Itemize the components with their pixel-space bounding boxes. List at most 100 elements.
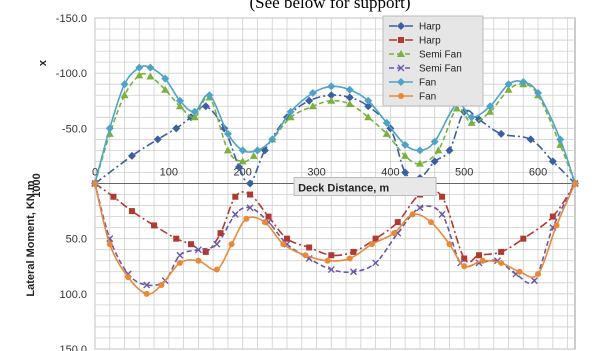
data-point	[346, 255, 353, 262]
x-axis-title-box	[293, 177, 437, 196]
data-point	[217, 230, 224, 237]
data-point	[161, 74, 170, 83]
y-tick-label: -100.0	[56, 68, 87, 80]
data-point	[324, 257, 331, 264]
data-point	[238, 157, 247, 165]
data-point	[553, 222, 560, 229]
legend-item: Fan	[389, 92, 436, 103]
data-point	[105, 124, 114, 133]
data-point	[143, 290, 150, 297]
data-point	[308, 102, 317, 110]
data-point	[231, 210, 239, 218]
data-point	[549, 213, 556, 220]
data-point	[434, 146, 443, 154]
y-axis-title-top: x	[37, 59, 49, 66]
data-point	[530, 277, 538, 285]
data-point	[232, 193, 239, 200]
legend-item: Semi Fan	[389, 50, 462, 61]
data-point	[110, 193, 117, 200]
legend-label: Harp	[419, 36, 441, 47]
data-point	[572, 180, 578, 187]
data-point	[246, 204, 254, 212]
data-point	[195, 257, 202, 264]
legend-box	[382, 15, 484, 107]
data-point	[526, 135, 535, 144]
data-point	[308, 89, 317, 98]
data-point	[345, 85, 354, 94]
data-point	[372, 235, 379, 242]
data-point	[128, 208, 135, 215]
data-point	[401, 140, 410, 149]
y-tick-label: -150.0	[56, 13, 87, 25]
data-point	[461, 263, 468, 270]
legend-item: Harp	[389, 22, 441, 33]
y-axis-scale-label: 1000	[31, 173, 43, 197]
data-point	[153, 135, 162, 144]
data-point	[497, 129, 506, 138]
data-point	[401, 151, 410, 159]
data-point	[265, 213, 272, 220]
legend: Harp Harp Semi Fan Semi Fan Fan Fan	[382, 15, 484, 107]
legend-label: Fan	[419, 78, 436, 89]
data-point	[398, 37, 404, 43]
data-point	[397, 64, 405, 72]
x-tick-label: 300	[307, 167, 325, 179]
data-point	[175, 102, 184, 110]
data-point	[394, 219, 401, 226]
data-point	[280, 241, 287, 248]
data-point	[520, 235, 527, 242]
data-point	[345, 93, 354, 102]
data-point	[391, 230, 398, 237]
data-point	[430, 137, 439, 146]
data-point	[190, 107, 199, 116]
data-point	[327, 82, 336, 91]
data-point	[302, 252, 309, 259]
data-point	[305, 96, 314, 105]
y-tick-label: 150.0	[59, 344, 87, 351]
data-point	[188, 241, 194, 248]
data-point	[350, 248, 357, 255]
data-point	[556, 135, 565, 144]
data-point	[368, 241, 375, 248]
data-point	[268, 135, 277, 144]
data-point	[467, 118, 476, 126]
data-point	[401, 168, 410, 177]
data-point	[475, 115, 483, 124]
data-point	[327, 96, 336, 104]
data-point	[445, 146, 454, 155]
y-tick-label: 100.0	[59, 289, 87, 301]
data-point	[364, 102, 373, 111]
y-tick-label: 50.0	[66, 234, 87, 246]
legend-label: Harp	[419, 22, 441, 33]
y-tick-labels: -150.0 -100.0 -50.0 50.0 100.0 150.0	[56, 13, 87, 351]
data-point	[430, 157, 439, 166]
x-axis-title: Deck Distance, m	[298, 183, 389, 195]
data-point	[253, 146, 262, 155]
x-tick-label: 0	[92, 167, 98, 179]
data-point	[135, 71, 144, 79]
data-point	[249, 151, 258, 159]
series-6	[92, 180, 578, 297]
data-point	[328, 252, 335, 259]
data-point	[364, 96, 373, 105]
data-point	[416, 204, 424, 212]
data-point	[516, 268, 523, 275]
data-point	[238, 146, 247, 155]
data-point	[213, 266, 220, 273]
data-point	[327, 266, 335, 274]
data-point	[286, 107, 295, 116]
data-point	[146, 63, 155, 72]
data-point	[228, 241, 235, 248]
data-point	[382, 118, 391, 127]
data-point	[106, 241, 113, 248]
data-point	[125, 274, 132, 281]
data-point	[146, 72, 155, 80]
data-point	[247, 191, 254, 198]
data-point	[327, 91, 336, 100]
data-point	[535, 270, 542, 277]
legend-item: Fan	[389, 78, 436, 89]
legend-label: Fan	[419, 92, 436, 103]
data-point	[349, 268, 357, 276]
data-point	[213, 240, 221, 248]
